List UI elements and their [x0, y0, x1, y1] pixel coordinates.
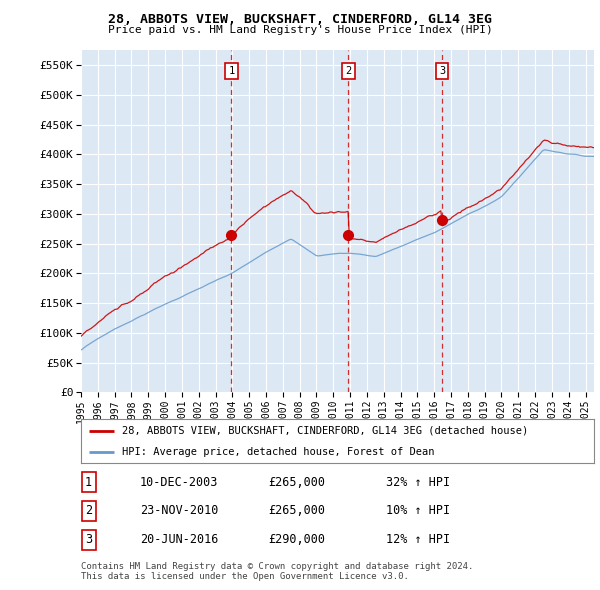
Text: 3: 3 [85, 533, 92, 546]
Text: 10-DEC-2003: 10-DEC-2003 [140, 476, 218, 489]
Text: £265,000: £265,000 [268, 504, 325, 517]
Text: 12% ↑ HPI: 12% ↑ HPI [386, 533, 451, 546]
Text: 2: 2 [85, 504, 92, 517]
Text: 1: 1 [228, 66, 235, 76]
Text: 10% ↑ HPI: 10% ↑ HPI [386, 504, 451, 517]
Text: 2: 2 [346, 66, 352, 76]
Text: HPI: Average price, detached house, Forest of Dean: HPI: Average price, detached house, Fore… [122, 447, 434, 457]
Text: 20-JUN-2016: 20-JUN-2016 [140, 533, 218, 546]
Text: £290,000: £290,000 [268, 533, 325, 546]
Text: 32% ↑ HPI: 32% ↑ HPI [386, 476, 451, 489]
Text: 28, ABBOTS VIEW, BUCKSHAFT, CINDERFORD, GL14 3EG: 28, ABBOTS VIEW, BUCKSHAFT, CINDERFORD, … [108, 13, 492, 26]
Text: Price paid vs. HM Land Registry's House Price Index (HPI): Price paid vs. HM Land Registry's House … [107, 25, 493, 35]
Text: 28, ABBOTS VIEW, BUCKSHAFT, CINDERFORD, GL14 3EG (detached house): 28, ABBOTS VIEW, BUCKSHAFT, CINDERFORD, … [122, 426, 528, 436]
Text: 23-NOV-2010: 23-NOV-2010 [140, 504, 218, 517]
Text: 1: 1 [85, 476, 92, 489]
Text: 3: 3 [439, 66, 445, 76]
Text: Contains HM Land Registry data © Crown copyright and database right 2024.
This d: Contains HM Land Registry data © Crown c… [81, 562, 473, 581]
Text: £265,000: £265,000 [268, 476, 325, 489]
